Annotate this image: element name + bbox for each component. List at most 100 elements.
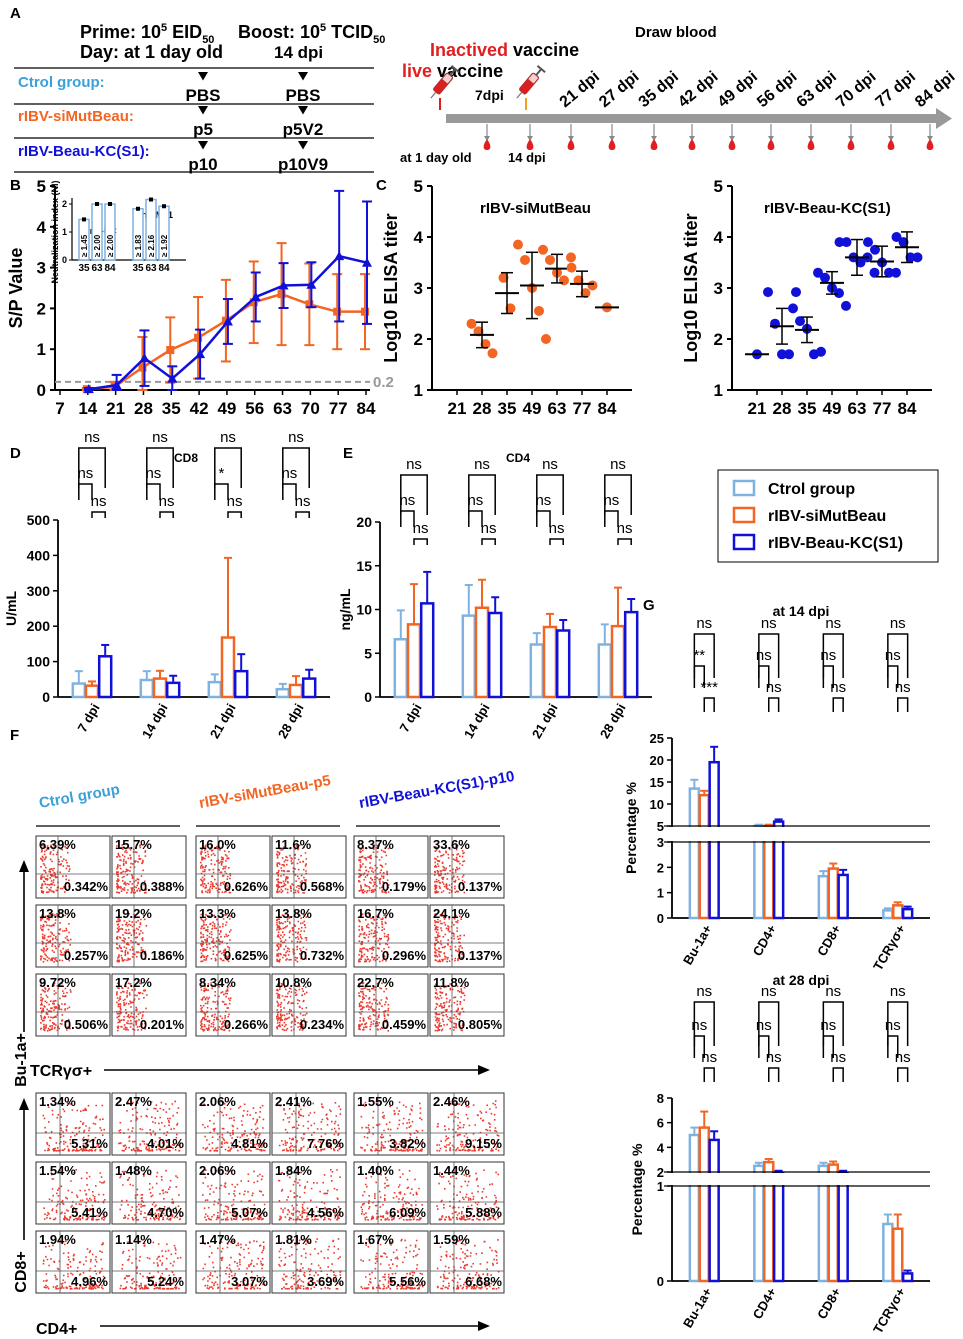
bar-category-label: 14 dpi [139, 701, 171, 741]
flow-quadrant-lower: 0.201% [140, 1017, 185, 1032]
flow-plot-frame [429, 973, 505, 1037]
c-y-axis-label: Log10 ELISA titer [681, 213, 701, 362]
legend-swatch-0 [732, 479, 756, 497]
blood-drop-icon [887, 139, 895, 150]
syringe-plunger [449, 68, 457, 76]
boost-arrow-1 [298, 106, 308, 115]
legend-entry-0: Ctrol group [768, 481, 855, 498]
c-x-tick-label: 21 [748, 399, 767, 418]
sig-bracket-mid [693, 1035, 705, 1058]
flow-plot-top-1-1: 19.2% 0.186% [111, 904, 187, 968]
c-y-tick-label: 1 [414, 381, 423, 400]
flow-plot-bottom-0-3: 2.41% 7.76% [271, 1092, 347, 1156]
bar-2 [837, 873, 849, 920]
b-point-square [361, 307, 369, 316]
boost-sub: 50 [373, 34, 385, 46]
flow-plot-frame [35, 973, 111, 1037]
sig-bracket-inner-label: ns [766, 679, 782, 696]
c-data-point [841, 300, 851, 311]
inactivated-word: Inactived [430, 40, 508, 60]
prime-label: Prime: 10 [80, 22, 161, 42]
sig-bracket-mid [758, 1035, 770, 1058]
c-data-point [795, 316, 805, 327]
boost-dose-2: p10V9 [278, 155, 328, 174]
c-y-tick-label: 4 [714, 228, 724, 247]
inset-x-tick-label: 63 [91, 263, 103, 274]
inset-mean-marker [95, 202, 99, 206]
panel-label-a: A [10, 5, 21, 22]
bar-0 [207, 680, 223, 699]
flow-plot-frame [429, 904, 505, 968]
c-data-point [834, 288, 844, 299]
c-data-point [813, 267, 823, 278]
seven-dpi-label: 7dpi [475, 87, 504, 103]
g-y-tick-label: 6 [657, 1116, 664, 1131]
inactivated-vaccine-text: Inactived vaccine [430, 40, 579, 60]
flow-quadrant-upper: 1.94% [39, 1232, 76, 1247]
b-x-tick-label: 77 [329, 399, 348, 418]
blood-drop-icon [567, 139, 575, 150]
inset-x-tick-label: 84 [104, 263, 116, 274]
panel-label-d: D [10, 445, 21, 462]
flow-dots [40, 982, 72, 1032]
flow-quadrant-upper: 1.54% [39, 1163, 76, 1178]
flow-dots [116, 844, 148, 894]
sig-bracket-inner [159, 511, 174, 518]
flow-quadrant-upper: 11.8% [433, 975, 470, 990]
sig-bracket-inner-label: ns [830, 1049, 846, 1066]
inset-bar-label: ≥ 2.00 [106, 234, 115, 257]
bar-2 [837, 1172, 849, 1283]
blood-tick-arrow [848, 136, 854, 141]
sig-bracket-outer-label: ns [696, 983, 712, 1000]
bar-1 [892, 904, 904, 920]
flow-plot-bottom-0-5: 2.46% 9.15% [429, 1092, 505, 1156]
bar-y-axis-label: Percentage % [629, 1143, 645, 1235]
flow-plot-top-0-5: 33.6% 0.137% [429, 835, 505, 899]
sig-bracket-inner-label: ns [895, 1049, 911, 1066]
flow-quadrant-upper: 2.46% [433, 1094, 470, 1109]
draw-day-label-6: 63 dpi [794, 68, 840, 111]
blood-tick-arrow [527, 136, 533, 141]
draw-blood-title: Draw blood [635, 24, 717, 41]
sig-bracket-mid-label: ns [399, 492, 415, 509]
flow-plot-top-1-0: 13.8% 0.257% [35, 904, 111, 968]
sig-bracket-outer-label: ns [288, 429, 304, 446]
flow-quadrant-upper: 17.2% [115, 975, 152, 990]
sig-bracket-outer-label: ns [474, 456, 490, 473]
boost-day-timeline: 14 dpi [508, 150, 546, 165]
flow-quadrant-lower: 0.137% [458, 948, 503, 963]
sig-bracket-mid-label: ns [145, 465, 161, 482]
flow-dots [278, 1102, 342, 1152]
blood-drop-icon [483, 139, 491, 150]
sig-bracket-mid [758, 665, 770, 688]
b-threshold-label: 0.2 [373, 374, 394, 391]
flow-plot-top-0-4: 8.37% 0.179% [353, 835, 429, 899]
bar-y-axis-label: U/mL [3, 591, 19, 626]
flow-dots [116, 982, 148, 1032]
flow-plot-top-1-2: 13.3% 0.625% [195, 904, 271, 968]
prime-sup: 5 [161, 22, 167, 34]
group-name-0: Ctrol group: [18, 74, 105, 91]
flow-plot-frame [35, 1230, 111, 1294]
d-y-tick-label: 500 [27, 512, 51, 528]
sig-bracket-inner [703, 697, 715, 712]
flow-quadrant-lower: 0.625% [224, 948, 269, 963]
flow-quadrant-upper: 11.6% [275, 837, 312, 852]
flow-plot-top-2-0: 9.72% 0.506% [35, 973, 111, 1037]
draw-day-label-3: 42 dpi [675, 68, 721, 111]
flow-dots [276, 913, 308, 963]
flow-quadrant-lower: 0.137% [458, 879, 503, 894]
c-data-point [498, 272, 509, 283]
sig-bracket-inner [832, 697, 844, 712]
b-point-triangle [306, 279, 317, 289]
sig-bracket-outer [604, 474, 632, 515]
flow-quadrant-lower: 5.56% [389, 1274, 426, 1289]
sig-bracket-inner-label: ns [549, 520, 565, 537]
b-y-axis-label: S/P Value [6, 248, 26, 329]
g-y-tick-label: 2 [657, 860, 664, 875]
sig-bracket-inner-label: ns [895, 679, 911, 696]
c-data-point [869, 267, 880, 278]
f-x-arrowhead-bottom [478, 1321, 490, 1331]
sig-bracket-outer [822, 633, 844, 678]
